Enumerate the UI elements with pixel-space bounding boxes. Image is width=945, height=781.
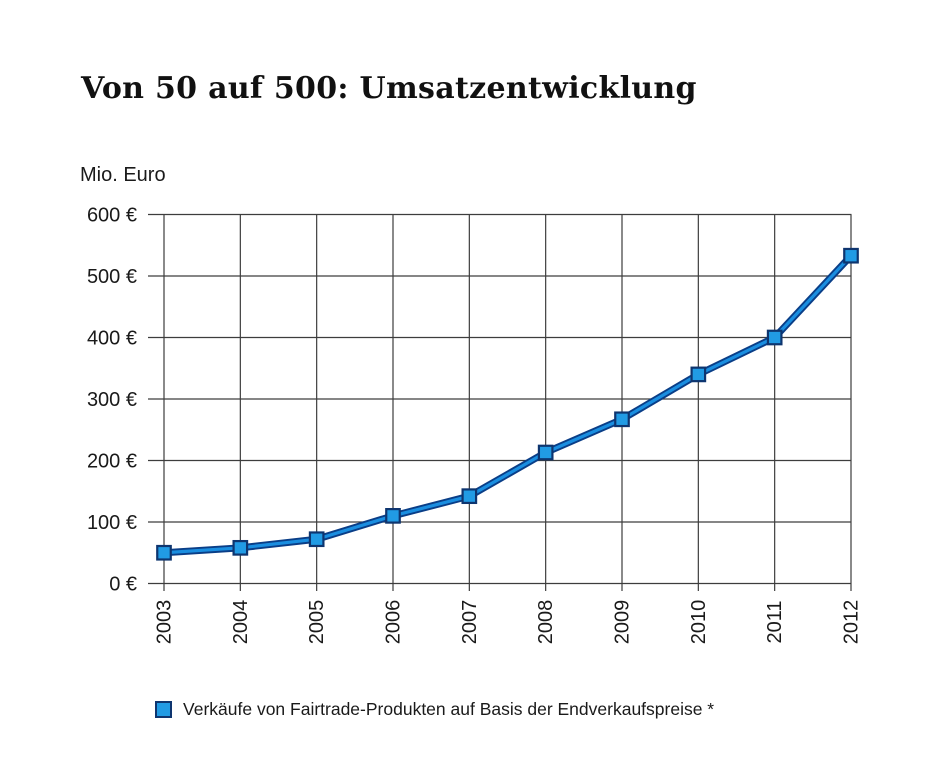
y-axis-tick-label: 500 €	[87, 266, 137, 288]
y-axis-tick-label: 200 €	[87, 451, 137, 473]
x-axis-tick-label: 2010	[688, 600, 710, 645]
x-axis-tick-label: 2005	[306, 600, 328, 645]
x-axis-tick-label: 2008	[535, 600, 557, 645]
data-point-2004	[232, 539, 249, 556]
data-point-2006	[385, 508, 401, 524]
data-point-2003	[156, 544, 172, 561]
y-axis-tick-label: 400 €	[87, 328, 137, 350]
x-axis-tick-label: 2006	[383, 600, 405, 645]
legend-label: Verkäufe von Fairtrade-Produkten auf Bas…	[183, 699, 715, 719]
x-axis-tick-label: 2012	[841, 600, 863, 645]
series-line-outline	[160, 252, 855, 557]
y-axis-tick-label: 100 €	[87, 512, 137, 534]
x-axis-tick-label: 2004	[230, 600, 252, 645]
x-axis-tick-label: 2009	[612, 600, 634, 645]
series-line	[162, 254, 853, 555]
data-point-2005	[308, 531, 325, 548]
x-axis-tick-label: 2007	[459, 600, 481, 645]
y-axis-tick-label: 600 €	[87, 205, 137, 227]
data-point-2009	[614, 411, 630, 428]
y-axis-tick-label: 300 €	[87, 389, 137, 411]
legend: Verkäufe von Fairtrade-Produkten auf Bas…	[155, 699, 714, 720]
x-axis-tick-label: 2011	[764, 600, 786, 643]
y-axis-tick-label: 0 €	[109, 574, 137, 596]
x-axis-tick-label: 2003	[154, 600, 176, 645]
data-point-2010	[690, 366, 707, 383]
data-point-2008	[537, 444, 554, 461]
data-point-2011	[766, 329, 783, 346]
chart-title: Von 50 auf 500: Umsatzentwicklung	[81, 71, 697, 106]
data-point-2012	[843, 247, 859, 264]
data-point-2007	[461, 488, 478, 505]
y-axis-unit-label: Mio. Euro	[80, 164, 166, 186]
legend-square-marker-icon	[155, 701, 172, 718]
